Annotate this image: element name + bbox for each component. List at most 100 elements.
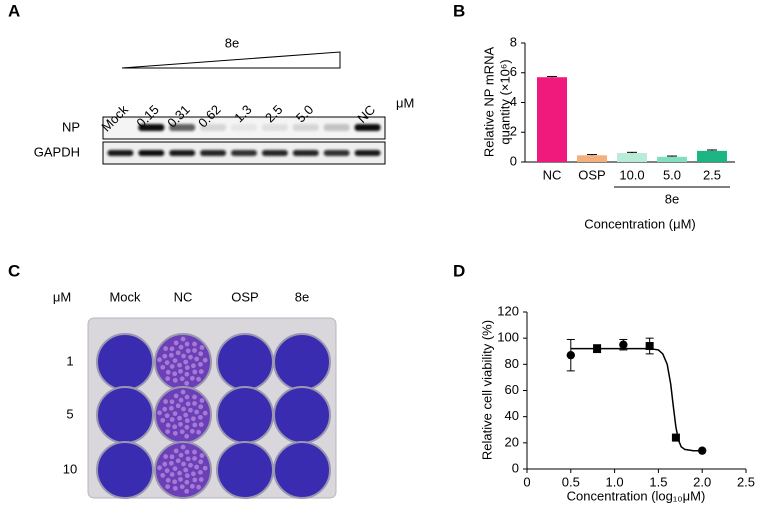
x-tick-label: NC <box>543 167 562 182</box>
plaque <box>178 368 183 374</box>
plaque <box>192 401 197 406</box>
plaque <box>196 376 202 382</box>
plaque <box>198 369 204 374</box>
panel-label: B <box>453 1 465 20</box>
plaque <box>178 452 184 458</box>
point <box>593 344 602 353</box>
plaque <box>169 346 175 352</box>
plaque <box>177 415 182 421</box>
well <box>216 386 274 444</box>
plaque <box>172 479 178 485</box>
band <box>200 124 227 131</box>
plaque <box>185 348 191 354</box>
band <box>231 150 257 156</box>
plaque <box>172 485 178 491</box>
unit-label: μM <box>53 289 71 304</box>
x-tick-label: 10.0 <box>619 167 644 182</box>
well <box>154 441 212 499</box>
plaque <box>180 444 186 450</box>
x-tick-label: 0 <box>523 474 530 489</box>
band <box>169 124 196 131</box>
bar <box>537 77 567 162</box>
plaque <box>162 461 168 467</box>
bar <box>617 153 647 162</box>
band <box>169 150 196 156</box>
plaque <box>202 357 208 363</box>
row-label: GAPDH <box>34 144 80 159</box>
band <box>138 124 165 131</box>
group-label: 8e <box>665 191 679 206</box>
plaque <box>160 417 166 423</box>
panel-label: D <box>453 261 465 280</box>
plaque <box>184 488 190 494</box>
gradient-triangle <box>121 51 341 69</box>
band <box>323 124 350 131</box>
plaque <box>190 363 196 369</box>
plaque <box>163 454 169 459</box>
plaque <box>184 371 190 377</box>
band <box>354 124 381 131</box>
y-tick-label: 0 <box>512 460 519 475</box>
plaque <box>178 344 184 350</box>
plaque <box>188 354 193 360</box>
plaque <box>165 422 171 428</box>
plaque <box>178 421 183 427</box>
row-label: 5 <box>66 406 73 421</box>
well <box>273 333 331 391</box>
plaque <box>162 406 168 412</box>
plaque <box>192 341 197 347</box>
plaque <box>198 469 203 475</box>
plaque <box>165 477 171 483</box>
plaque <box>181 353 186 359</box>
plaque <box>168 460 174 466</box>
x-tick-label: 0.5 <box>562 474 580 489</box>
well <box>273 386 331 444</box>
plaque <box>163 346 169 351</box>
plaque <box>173 340 179 346</box>
plaque <box>177 362 182 368</box>
x-tick-label: 2.0 <box>693 474 711 489</box>
plaque <box>164 413 170 419</box>
fit-curve <box>570 347 703 452</box>
well <box>216 333 274 391</box>
plaque <box>199 345 205 350</box>
row-label: NP <box>62 119 80 134</box>
plaque <box>185 456 191 462</box>
plaque <box>202 465 208 471</box>
y-tick-label: 0 <box>510 153 517 168</box>
panel-label: C <box>8 261 20 280</box>
plaque <box>198 477 204 482</box>
plaque <box>178 397 184 403</box>
plaque <box>165 369 171 375</box>
plaque <box>179 376 185 382</box>
plaque <box>183 359 189 365</box>
band <box>200 150 227 156</box>
plaque <box>169 472 175 477</box>
plaque <box>202 410 208 416</box>
plaque <box>179 429 185 435</box>
plaque <box>194 409 200 415</box>
column-label: Mock <box>109 289 141 304</box>
y-tick-label: 80 <box>505 356 519 371</box>
plaque <box>189 375 195 381</box>
plaque <box>168 352 174 358</box>
row-label: 10 <box>63 461 77 476</box>
plaque <box>190 416 196 422</box>
plaque <box>184 449 190 455</box>
well <box>154 386 212 444</box>
plaque <box>198 351 204 357</box>
plaque <box>162 353 168 359</box>
plaque <box>192 477 198 483</box>
plaque <box>172 411 178 416</box>
plaque <box>169 417 175 422</box>
plaque <box>172 377 178 383</box>
plaque <box>184 473 190 479</box>
x-tick-label: 2.5 <box>737 474 755 489</box>
plaque <box>165 429 171 434</box>
plaque <box>175 458 181 464</box>
plaque <box>196 429 202 435</box>
plaque <box>165 484 171 489</box>
plaque <box>198 361 203 367</box>
y-tick-label: 40 <box>505 408 519 423</box>
